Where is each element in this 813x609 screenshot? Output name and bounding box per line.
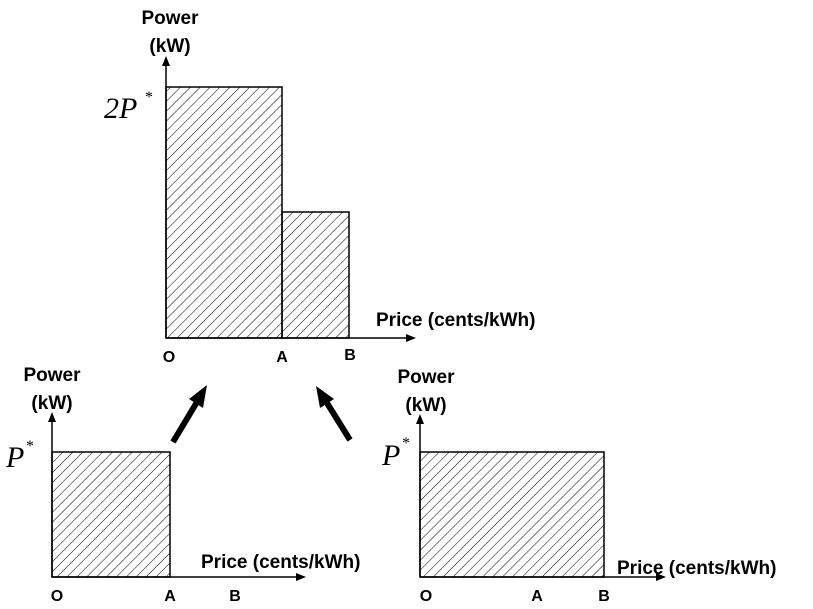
right-to-top-arrow-shaft: [324, 401, 353, 442]
right-tick-a: A: [531, 588, 543, 605]
left-y-value-star: *: [26, 438, 34, 455]
top-y-label-power: Power: [141, 8, 199, 29]
right-y-label-power: Power: [397, 367, 455, 388]
left-y-axis-arrowhead: [48, 412, 56, 422]
right-y-label-unit: (kW): [405, 395, 446, 416]
aggregation-arrows: [170, 385, 353, 444]
top-tick-o: O: [163, 349, 175, 366]
right-y-value-p: P: [381, 439, 400, 472]
right-y-axis-arrowhead: [416, 414, 424, 424]
left-chart: Power (kW) P * Price (cents/kWh) O A B: [5, 365, 360, 605]
right-x-axis-arrowhead: [656, 573, 666, 581]
top-bar-a-to-b: [281, 211, 350, 339]
right-bar-o-to-b: [419, 451, 605, 578]
top-tick-a: A: [276, 349, 288, 366]
left-tick-o: O: [51, 588, 63, 605]
right-chart: Power (kW) P * Price (cents/kWh) O A B: [381, 367, 776, 605]
left-tick-b: B: [229, 588, 241, 605]
right-tick-o: O: [420, 588, 432, 605]
right-tick-b: B: [598, 588, 610, 605]
left-to-top-arrow-shaft: [170, 400, 200, 444]
top-tick-b: B: [344, 347, 356, 364]
left-y-label-power: Power: [23, 365, 81, 386]
top-y-label-unit: (kW): [149, 36, 190, 57]
left-bar-o-to-a: [51, 451, 171, 578]
top-y-axis-arrowhead: [162, 56, 170, 66]
left-x-label: Price (cents/kWh): [201, 552, 360, 573]
top-y-value-2p: 2P: [104, 92, 137, 125]
right-y-value-star: *: [402, 435, 410, 452]
top-x-axis-arrowhead: [406, 334, 416, 342]
top-x-label: Price (cents/kWh): [376, 310, 535, 331]
right-to-top-arrowhead: [316, 386, 334, 408]
left-y-label-unit: (kW): [31, 393, 72, 414]
left-x-axis-arrowhead: [296, 573, 306, 581]
top-y-value-star: *: [145, 89, 153, 106]
left-y-value-p: P: [5, 441, 24, 474]
top-chart: Power (kW) 2P * Price (cents/kWh) O A B: [104, 8, 535, 366]
top-bar-o-to-a: [165, 86, 283, 339]
left-to-top-arrowhead: [189, 385, 207, 408]
right-x-label: Price (cents/kWh): [617, 558, 776, 579]
left-tick-a: A: [164, 588, 176, 605]
